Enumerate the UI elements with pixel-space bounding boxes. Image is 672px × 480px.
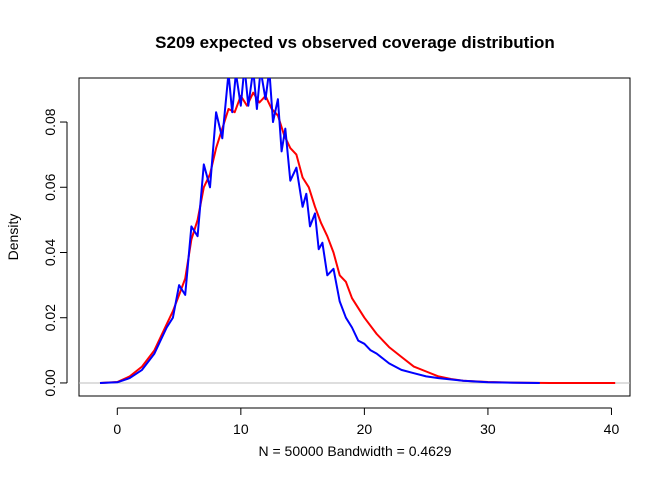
series-layer: [99, 78, 616, 384]
x-tick-label: 0: [113, 421, 121, 437]
x-axis-label: N = 50000 Bandwidth = 0.4629: [258, 443, 451, 459]
y-tick-label: 0.00: [42, 369, 58, 396]
density-line-2: [99, 78, 540, 384]
x-tick-label: 30: [480, 421, 496, 437]
x-tick-label: 20: [357, 421, 373, 437]
y-tick-label: 0.02: [42, 304, 58, 331]
chart-title: S209 expected vs observed coverage distr…: [155, 33, 555, 52]
y-tick-label: 0.04: [42, 239, 58, 266]
x-tick-label: 40: [604, 421, 620, 437]
y-axis: 0.00 0.02 0.04 0.06 0.08: [42, 108, 68, 397]
y-tick-label: 0.06: [42, 173, 58, 200]
y-tick-label: 0.08: [42, 108, 58, 135]
x-axis: 0 10 20 30 40: [113, 407, 620, 437]
plot-frame: [78, 77, 631, 397]
y-axis-label: Density: [5, 214, 21, 261]
x-tick-label: 10: [233, 421, 249, 437]
